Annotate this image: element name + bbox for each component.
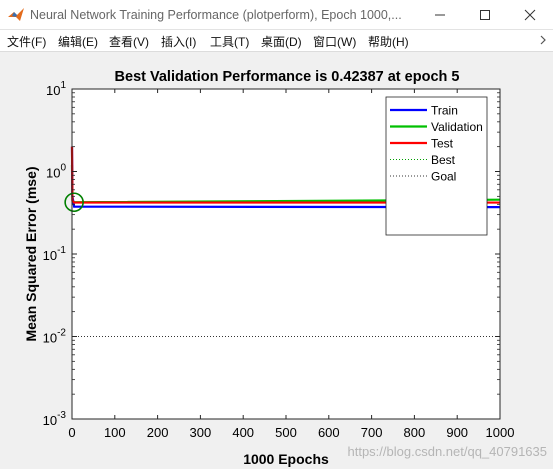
menu-window[interactable]: 窗口(W): [313, 35, 357, 49]
y-tick-label: 10-2: [43, 328, 67, 346]
x-tick-label: 100: [104, 425, 126, 440]
menu-help[interactable]: 帮助(H): [368, 35, 409, 49]
maximize-icon: [480, 10, 490, 20]
x-tick-label: 200: [147, 425, 169, 440]
menu-insert[interactable]: 插入(I): [161, 35, 197, 49]
x-tick-label: 1000: [486, 425, 515, 440]
y-tick-label: 100: [46, 163, 66, 181]
x-tick-label: 800: [404, 425, 426, 440]
chevron-right-icon[interactable]: [539, 35, 547, 45]
y-tick-label: 10-1: [43, 245, 67, 263]
menu-tools[interactable]: 工具(T): [210, 35, 250, 49]
x-tick-label: 400: [232, 425, 254, 440]
minimize-button[interactable]: [417, 0, 463, 30]
legend-label-validation: Validation: [431, 120, 483, 134]
legend-label-best: Best: [431, 153, 456, 167]
best-epoch-marker: [64, 192, 84, 213]
x-tick-label: 700: [361, 425, 383, 440]
x-tick-label: 300: [190, 425, 212, 440]
x-tick-label: 600: [318, 425, 340, 440]
legend-label-goal: Goal: [431, 170, 456, 184]
legend-label-train: Train: [431, 104, 458, 118]
chart-title: Best Validation Performance is 0.42387 a…: [115, 69, 460, 85]
x-tick-label: 500: [275, 425, 297, 440]
x-axis-label: 1000 Epochs: [243, 451, 329, 467]
performance-chart: Best Validation Performance is 0.42387 a…: [23, 69, 548, 467]
menu-edit[interactable]: 编辑(E): [58, 35, 98, 49]
menu-bar: 文件(F) 编辑(E) 查看(V) 插入(I) 工具(T) 桌面(D) 窗口(W…: [0, 30, 553, 52]
matlab-logo-icon: [8, 8, 24, 21]
maximize-button[interactable]: [462, 0, 508, 30]
axes-box: [71, 88, 501, 420]
close-icon: [524, 9, 536, 21]
x-tick-label: 900: [446, 425, 468, 440]
y-axis-label: Mean Squared Error (mse): [23, 166, 39, 341]
close-button[interactable]: [507, 0, 553, 30]
window-titlebar: Neural Network Training Performance (plo…: [0, 0, 553, 30]
y-tick-label: 10-3: [43, 410, 67, 428]
window-title: Neural Network Training Performance (plo…: [30, 8, 402, 22]
minimize-icon: [435, 14, 445, 16]
menu-desktop[interactable]: 桌面(D): [261, 35, 302, 49]
legend-box: [385, 96, 488, 236]
y-tick-label: 101: [46, 80, 66, 98]
watermark-text: https://blog.csdn.net/qq_40791635: [348, 444, 548, 459]
menu-view[interactable]: 查看(V): [109, 35, 149, 49]
x-tick-label: 0: [68, 425, 75, 440]
menu-file[interactable]: 文件(F): [7, 35, 47, 49]
legend-label-test: Test: [431, 137, 454, 151]
